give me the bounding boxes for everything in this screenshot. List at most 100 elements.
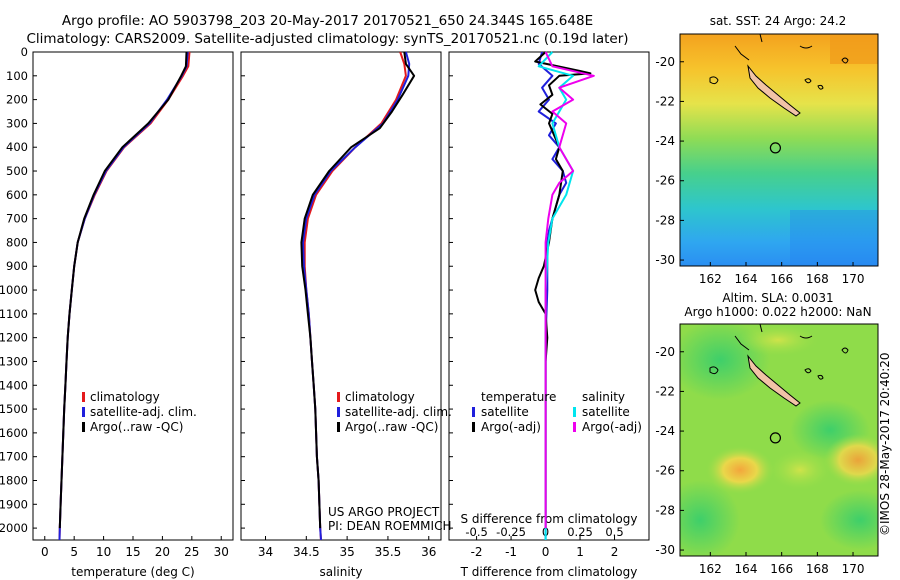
- legend-swatch-salinity-satellite: [573, 407, 576, 417]
- top-x-tick-label: 0.5: [605, 525, 623, 539]
- sst-warm-patch: [830, 34, 878, 64]
- y-tick-label: 700: [6, 212, 28, 226]
- map-y-tick-label: -24: [655, 424, 675, 438]
- legend-label-satellite: satellite-adj. clim.: [90, 405, 197, 419]
- y-tick-label: 600: [6, 188, 28, 202]
- temperature-plot-frame: [32, 51, 234, 541]
- y-tick-label: 1300: [0, 354, 28, 368]
- y-tick-label: 1000: [0, 283, 28, 297]
- legend-label-salinity-satellite: satellite: [582, 405, 630, 419]
- x-tick-label: 0: [542, 545, 550, 559]
- x-tick-label: 35: [339, 545, 354, 559]
- x-tick-label: -2: [471, 545, 483, 559]
- map-x-tick-label: 164: [735, 562, 758, 576]
- sst-map-axes: 162 164 166 168 170 -20 -22 -24 -26 -28 -30: [655, 55, 864, 286]
- x-tick-label: 25: [184, 545, 199, 559]
- x-tick-label: 10: [96, 545, 111, 559]
- salinity-plot-frame: [240, 51, 442, 541]
- legend-swatch-satellite: [82, 407, 85, 417]
- map-x-tick-label: 170: [842, 272, 865, 286]
- y-tick-label: 1900: [0, 497, 28, 511]
- legend-label-climatology: climatology: [345, 390, 415, 404]
- y-tick-label: 0: [21, 45, 28, 59]
- series-line-argo-raw-qc: [58, 51, 188, 529]
- chart-title-line1: Argo profile: AO 5903798_203 20-May-2017…: [61, 13, 594, 29]
- legend-label-argo: Argo(..raw -QC): [90, 420, 183, 434]
- chart-title-line2: Climatology: CARS2009. Satellite-adjuste…: [26, 31, 629, 47]
- legend-swatch-salinity-argo: [573, 422, 576, 432]
- sst-map-title: sat. SST: 24 Argo: 24.2: [710, 14, 847, 28]
- legend-label-argo: Argo(..raw -QC): [345, 420, 438, 434]
- x-tick-label: 20: [155, 545, 170, 559]
- difference-panel: -2 -1 0 1 2 T difference from climatology -0.5…: [448, 51, 650, 579]
- legend-swatch-argo: [337, 422, 340, 432]
- sla-low-patch: [820, 490, 878, 550]
- legend-heading-salinity: salinity: [582, 390, 625, 404]
- legend-swatch-climatology: [337, 392, 340, 402]
- sla-high-patch: [706, 446, 774, 494]
- map-y-tick-label: -20: [655, 55, 675, 69]
- sla-map-title-line2: Argo h1000: 0.022 h2000: NaN: [684, 305, 871, 319]
- sst-map-frame: [679, 33, 879, 267]
- legend-heading-temperature: temperature: [481, 390, 556, 404]
- y-tick-label: 1700: [0, 450, 28, 464]
- sla-map-frame: [679, 323, 879, 557]
- legend-label-salinity-argo: Argo(-adj): [582, 420, 642, 434]
- sla-high-patch: [824, 434, 878, 486]
- map-y-tick-label: -30: [655, 253, 675, 267]
- difference-legend: temperature salinity satellite Argo(-adj…: [472, 390, 642, 434]
- new-caledonia-landmass: [747, 354, 801, 407]
- map-y-tick-label: -30: [655, 543, 675, 557]
- y-tick-label: 500: [6, 164, 28, 178]
- pi-label: PI: DEAN ROEMMICH: [328, 519, 451, 533]
- top-x-tick-label: -0.25: [496, 525, 526, 539]
- temperature-legend: climatology satellite-adj. clim. Argo(..…: [82, 390, 197, 434]
- map-y-tick-label: -22: [655, 384, 675, 398]
- map-x-tick-label: 168: [806, 562, 829, 576]
- project-label: US ARGO PROJECT: [328, 505, 440, 519]
- y-tick-label: 300: [6, 116, 28, 130]
- y-tick-label: 800: [6, 235, 28, 249]
- series-line-argo-raw-qc: [300, 51, 416, 529]
- map-y-tick-label: -20: [655, 345, 675, 359]
- map-x-tick-label: 166: [770, 562, 793, 576]
- x-axis-label: salinity: [319, 565, 362, 579]
- legend-swatch-climatology: [82, 392, 85, 402]
- x-tick-label: 2: [611, 545, 619, 559]
- temperature-panel: 0100200300400500600700800900100011001200…: [0, 45, 234, 579]
- legend-swatch-satellite: [337, 407, 340, 417]
- sla-map-axes: 162 164 166 168 170 -20 -22 -24 -26 -28 -30: [655, 345, 864, 576]
- legend-label-climatology: climatology: [90, 390, 160, 404]
- x-axis-label: T difference from climatology: [460, 565, 638, 579]
- salinity-legend: climatology satellite-adj. clim. Argo(..…: [328, 390, 452, 533]
- argo-float-marker: [769, 432, 782, 444]
- y-tick-label: 1400: [0, 378, 28, 392]
- legend-swatch-argo: [82, 422, 85, 432]
- sla-low-patch: [680, 480, 740, 556]
- argo-float-marker: [769, 142, 782, 154]
- x-tick-label: 0: [41, 545, 49, 559]
- sla-map-title-line1: Altim. SLA: 0.0031: [722, 291, 833, 305]
- x-tick-label: 1: [576, 545, 584, 559]
- x-axis-label: temperature (deg C): [71, 565, 194, 579]
- top-x-axis-label: S difference from climatology: [461, 512, 638, 526]
- map-y-tick-label: -22: [655, 94, 675, 108]
- x-tick-label: 34.5: [293, 545, 320, 559]
- x-tick-label: 15: [125, 545, 140, 559]
- map-x-tick-label: 168: [806, 272, 829, 286]
- x-tick-label: -1: [505, 545, 517, 559]
- salinity-panel: 34 34.5 35 35.5 36 salinity: [240, 51, 442, 579]
- sst-cool-patch: [790, 210, 878, 266]
- legend-label-temperature-argo: Argo(-adj): [481, 420, 541, 434]
- y-tick-label: 900: [6, 259, 28, 273]
- map-x-tick-label: 162: [699, 272, 722, 286]
- profile-plots: 0100200300400500600700800900100011001200…: [0, 45, 650, 579]
- map-y-tick-label: -28: [655, 213, 675, 227]
- x-tick-label: 30: [214, 545, 229, 559]
- y-tick-label: 200: [6, 93, 28, 107]
- y-tick-label: 400: [6, 140, 28, 154]
- sst-field: [680, 34, 878, 266]
- map-x-tick-label: 170: [842, 562, 865, 576]
- x-tick-label: 35.5: [375, 545, 402, 559]
